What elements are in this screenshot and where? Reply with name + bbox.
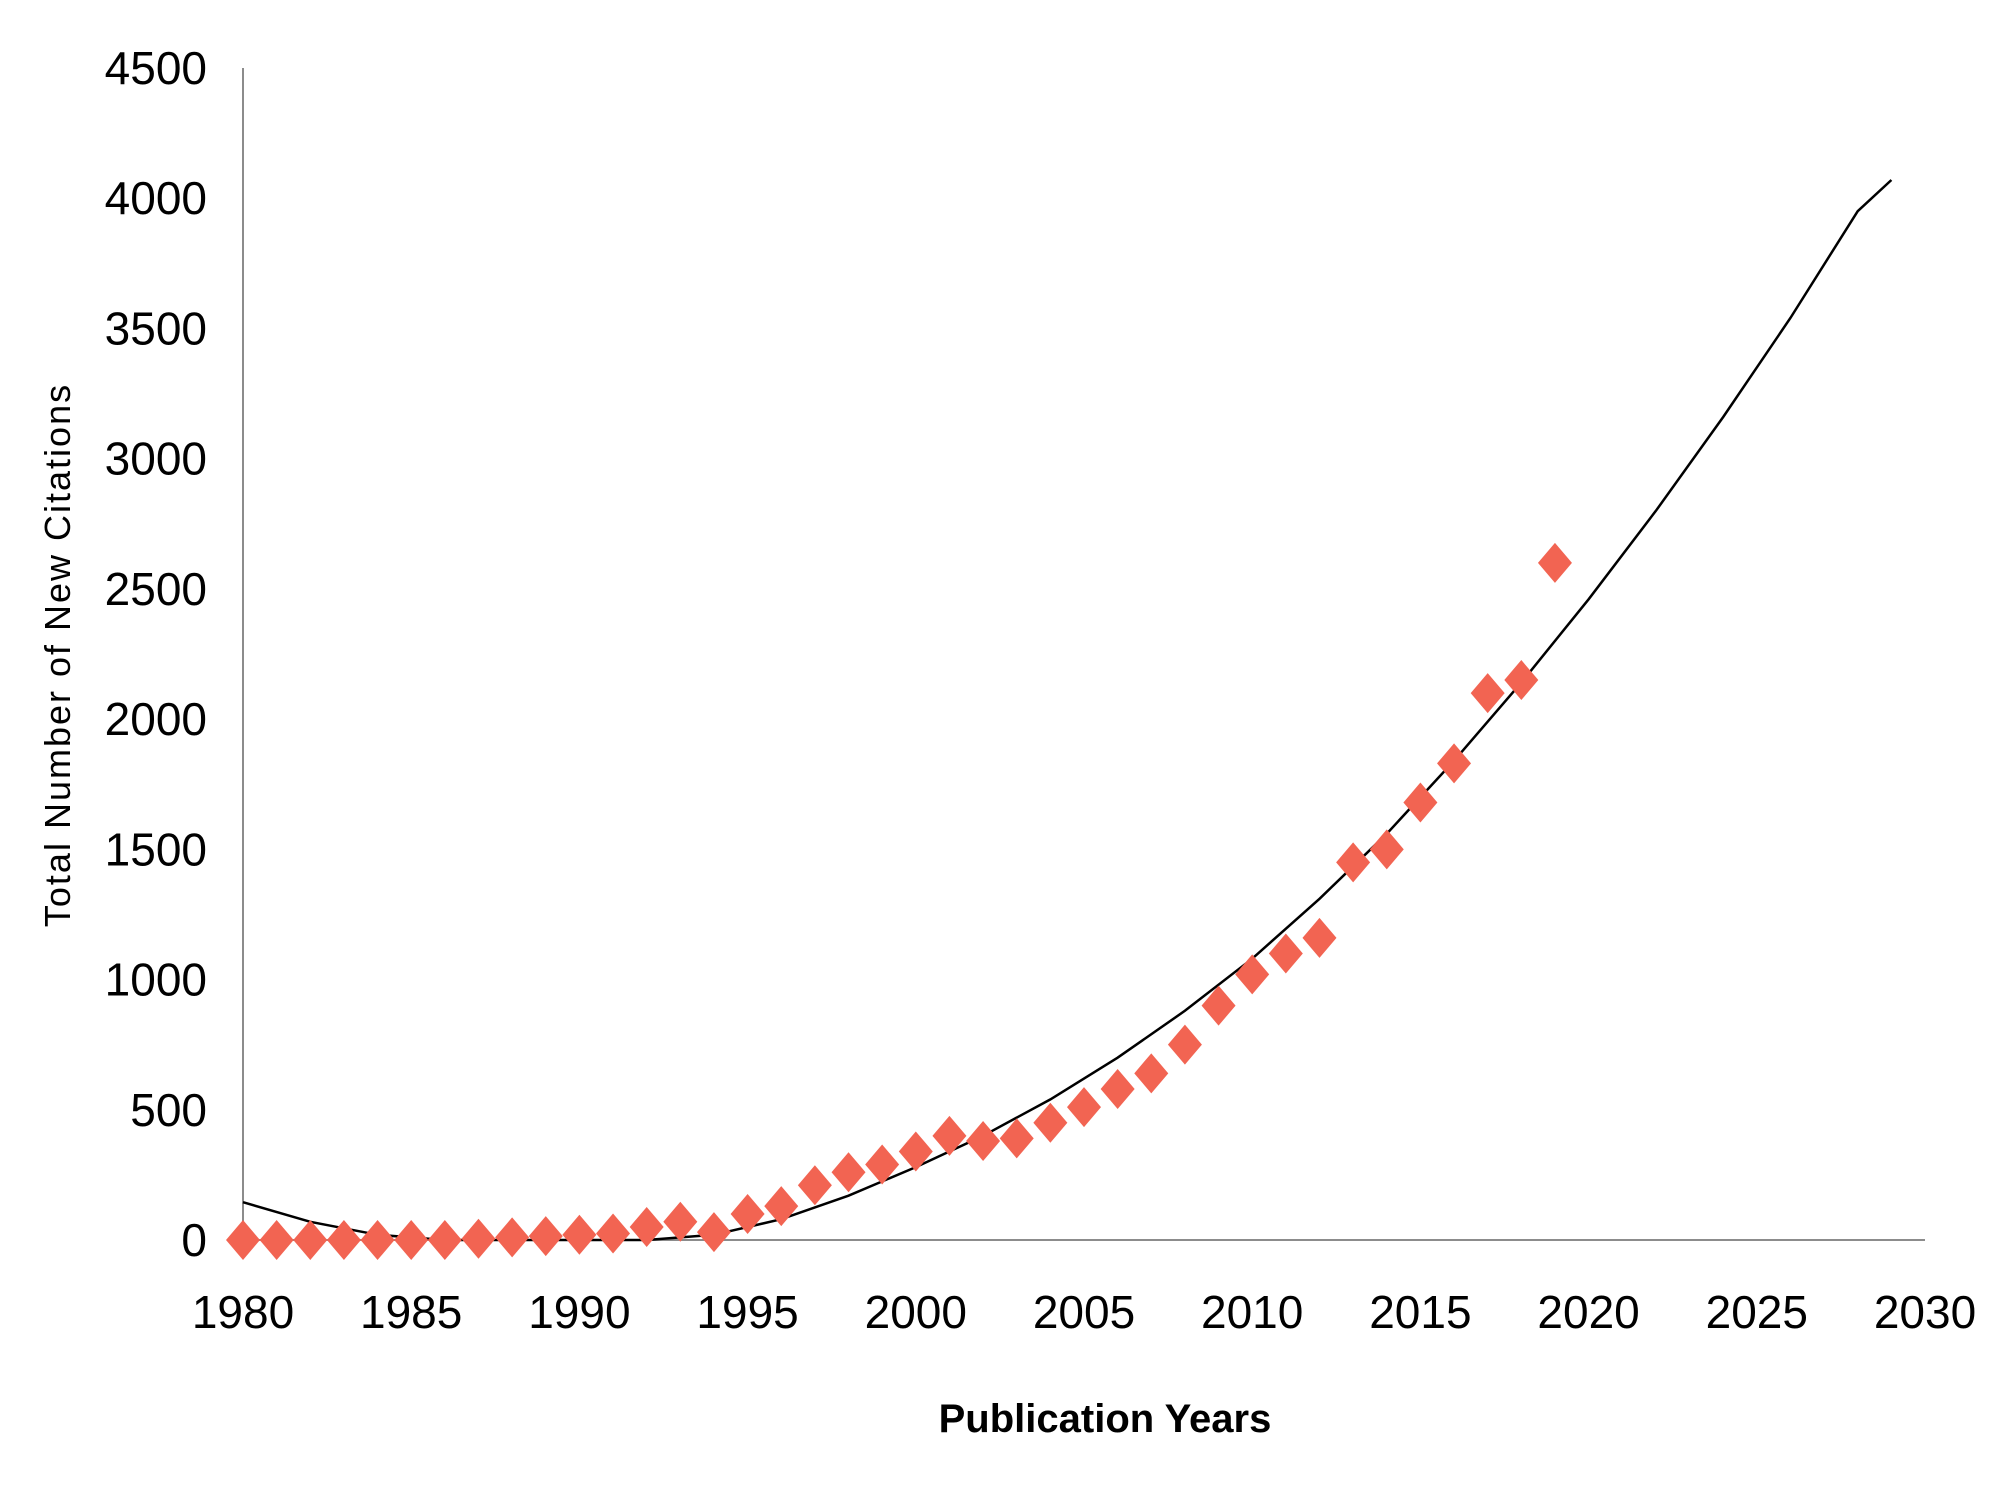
data-point xyxy=(730,1193,765,1234)
axes xyxy=(242,68,1925,1241)
data-point xyxy=(1235,954,1270,995)
data-point xyxy=(865,1144,900,1185)
data-point xyxy=(629,1206,664,1247)
data-point xyxy=(293,1220,328,1260)
data-point xyxy=(461,1218,496,1259)
x-tick-label: 1990 xyxy=(528,1286,630,1338)
x-tick-label: 2000 xyxy=(865,1286,967,1338)
y-tick-label: 500 xyxy=(130,1084,207,1136)
x-tick-label: 2030 xyxy=(1874,1286,1976,1338)
data-point xyxy=(495,1217,530,1258)
y-tick-label: 4000 xyxy=(105,172,207,224)
data-point xyxy=(1201,985,1236,1026)
data-point xyxy=(1302,917,1337,958)
data-point xyxy=(1369,829,1404,870)
data-point xyxy=(1470,673,1505,714)
y-tick-label: 4500 xyxy=(105,42,207,94)
data-point xyxy=(797,1165,832,1206)
y-tick-label: 1500 xyxy=(105,823,207,875)
data-point xyxy=(1167,1024,1202,1065)
data-point xyxy=(360,1220,395,1260)
x-tick-label: 2025 xyxy=(1706,1286,1808,1338)
data-point xyxy=(1504,660,1539,701)
data-point xyxy=(831,1152,866,1193)
data-point xyxy=(1537,542,1572,583)
x-tick-label: 1985 xyxy=(360,1286,462,1338)
data-point xyxy=(1033,1102,1068,1143)
y-tick-label: 3000 xyxy=(105,433,207,485)
data-point xyxy=(1134,1053,1169,1094)
x-tick-label: 2020 xyxy=(1537,1286,1639,1338)
x-tick-labels: 1980 1985 1990 1995 2000 2005 2010 2015 2020 2025… xyxy=(192,1286,1976,1338)
data-points xyxy=(226,542,1572,1260)
y-axis-title: Total Number of New Citations xyxy=(37,383,78,927)
data-point xyxy=(1403,782,1438,823)
polynomial-trendline xyxy=(242,179,1893,1242)
data-point xyxy=(259,1220,294,1260)
y-tick-label: 2500 xyxy=(105,563,207,615)
data-point xyxy=(562,1214,597,1255)
x-tick-label: 2010 xyxy=(1201,1286,1303,1338)
y-tick-label: 3500 xyxy=(105,302,207,354)
data-point xyxy=(1437,743,1472,784)
data-point xyxy=(932,1115,967,1156)
x-tick-label: 2005 xyxy=(1033,1286,1135,1338)
y-tick-label: 0 xyxy=(181,1214,207,1266)
data-point xyxy=(663,1201,698,1242)
data-point xyxy=(764,1186,799,1227)
x-tick-label: 2015 xyxy=(1369,1286,1471,1338)
data-point xyxy=(394,1220,429,1260)
y-tick-label: 1000 xyxy=(105,954,207,1006)
data-point xyxy=(528,1216,563,1257)
data-point xyxy=(966,1121,1001,1162)
data-point xyxy=(898,1131,933,1172)
data-point xyxy=(596,1213,631,1254)
y-tick-label: 2000 xyxy=(105,693,207,745)
data-point xyxy=(226,1220,260,1260)
trendline-group xyxy=(242,179,1893,1242)
data-point xyxy=(999,1118,1034,1159)
data-point xyxy=(1067,1087,1101,1128)
data-point xyxy=(1336,842,1371,883)
data-point xyxy=(696,1212,731,1253)
y-tick-labels: 0 500 1000 1500 2000 2500 3000 3500 4000 4500 xyxy=(105,42,207,1266)
data-point xyxy=(1268,933,1303,974)
data-point xyxy=(326,1220,361,1260)
data-point xyxy=(1100,1068,1135,1109)
x-tick-label: 1980 xyxy=(192,1286,294,1338)
x-axis-title: Publication Years xyxy=(939,1397,1272,1441)
data-point xyxy=(427,1220,462,1260)
x-tick-label: 1995 xyxy=(696,1286,798,1338)
